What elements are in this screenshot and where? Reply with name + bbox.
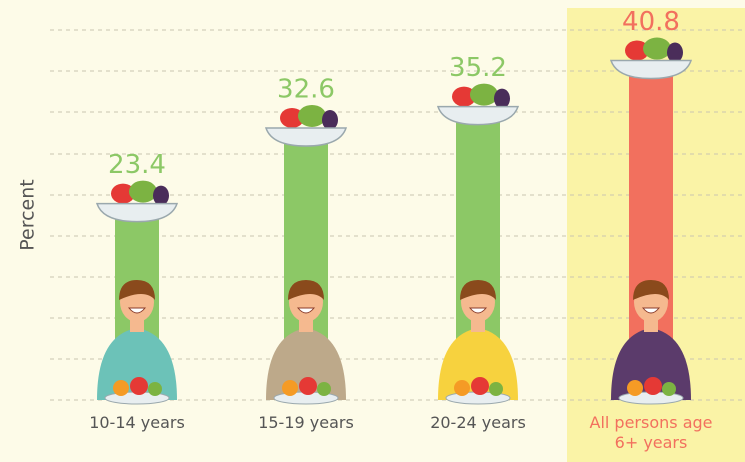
fruit [662,382,676,396]
bowl [436,105,520,126]
fruit [113,380,129,396]
person-smile [296,307,316,314]
person-hair [288,280,324,300]
fruit [148,382,162,396]
person-smile [127,307,147,314]
fruit [282,380,298,396]
y-axis-label: Percent [17,179,39,251]
person-hair [119,280,155,300]
fruit [454,380,470,396]
person-smile [468,307,488,314]
fruit [317,382,331,396]
bowl-veg [625,40,649,61]
bowl-veg [129,180,157,203]
bowl [609,59,693,80]
bowl-veg [153,185,169,206]
fruit [627,380,643,396]
x-tick-label: All persons age 6+ years [589,413,713,452]
value-label: 40.8 [622,7,680,37]
fruit [644,377,662,395]
bowl-veg [322,109,338,130]
bowl-veg [111,183,135,204]
bowl-veg [494,88,510,109]
bowl-veg [452,86,476,107]
fruit [130,377,148,395]
x-tick-label: 10-14 years [89,413,185,432]
bowl [264,127,348,147]
bowl-veg [667,42,683,63]
fruit [489,382,503,396]
person-hair [460,280,496,300]
bowl-veg [643,37,671,60]
fruit [299,377,317,395]
bowl [95,202,179,223]
bowl-veg [280,107,304,128]
value-label: 23.4 [108,150,166,180]
person-hair [633,280,669,300]
value-label: 35.2 [449,53,507,83]
bowl-veg [470,83,498,106]
fruit [471,377,489,395]
x-tick-label: 20-24 years [430,413,526,432]
person-smile [641,307,661,314]
x-tick-label: 15-19 years [258,413,354,432]
value-label: 32.6 [277,74,335,104]
bowl-veg [298,104,326,127]
